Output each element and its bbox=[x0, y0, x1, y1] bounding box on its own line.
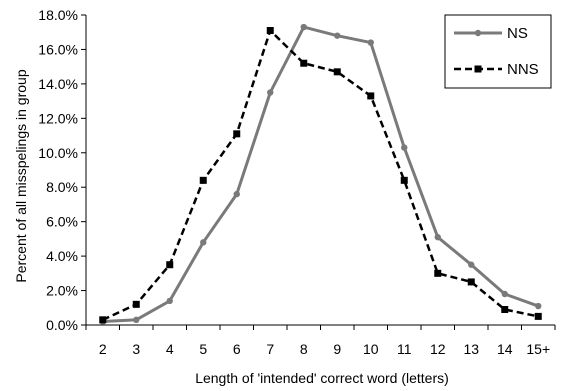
x-tick-label: 13 bbox=[463, 341, 479, 357]
data-point-ns bbox=[300, 23, 307, 31]
x-tick-label: 3 bbox=[132, 341, 140, 357]
legend-nns-label: NNS bbox=[507, 61, 539, 78]
data-point-nns bbox=[333, 68, 341, 76]
x-tick-label: 11 bbox=[397, 341, 412, 357]
data-point-nns bbox=[233, 130, 241, 138]
data-point-nns bbox=[467, 278, 475, 286]
y-tick-label: 8.0% bbox=[46, 179, 78, 195]
legend-box bbox=[444, 14, 552, 89]
y-tick-label: 18.0% bbox=[38, 7, 78, 23]
data-point-ns bbox=[334, 32, 341, 39]
x-tick-label: 15+ bbox=[526, 341, 550, 357]
data-point-nns bbox=[367, 92, 375, 100]
y-axis-title: Percent of all misspelings in group bbox=[13, 69, 29, 282]
x-tick-label: 8 bbox=[300, 341, 308, 357]
data-point-ns bbox=[233, 190, 240, 198]
data-point-nns bbox=[166, 261, 174, 269]
x-tick-label: 9 bbox=[333, 341, 341, 357]
data-point-ns bbox=[367, 39, 374, 46]
y-ticks: 0.0% 2.0% 4.0% 6.0% 8.0% 10.0% 12.0% 14.0% 16.0%… bbox=[38, 7, 86, 333]
y-tick-label: 16.0% bbox=[38, 41, 78, 57]
series-nns bbox=[99, 27, 542, 324]
data-point-ns bbox=[535, 302, 542, 310]
data-point-ns bbox=[468, 261, 475, 268]
y-tick-label: 10.0% bbox=[38, 145, 78, 161]
data-point-ns bbox=[166, 297, 173, 305]
x-tick-label: 14 bbox=[497, 341, 513, 357]
x-tick-label: 12 bbox=[430, 341, 446, 357]
data-point-nns bbox=[99, 316, 107, 324]
x-ticks: 2 3 4 5 6 7 8 9 10 11 12 13 14 15+ bbox=[85, 325, 556, 357]
x-tick-label: 2 bbox=[99, 341, 107, 357]
data-point-ns bbox=[267, 89, 274, 96]
legend: NS NNS bbox=[444, 14, 552, 89]
data-point-nns bbox=[199, 176, 207, 184]
y-tick-label: 6.0% bbox=[46, 214, 78, 230]
x-axis-title: Length of 'intended' correct word (lette… bbox=[195, 370, 449, 386]
legend-item-nns: NNS bbox=[454, 61, 539, 78]
y-tick-label: 12.0% bbox=[38, 110, 78, 126]
data-point-nns bbox=[501, 306, 509, 313]
x-tick-label: 5 bbox=[199, 341, 207, 357]
data-point-nns bbox=[534, 312, 542, 320]
x-tick-label: 4 bbox=[166, 341, 174, 357]
series-line-ns bbox=[102, 25, 539, 324]
data-point-nns bbox=[132, 300, 140, 308]
data-point-nns bbox=[266, 27, 274, 34]
data-point-ns bbox=[401, 144, 408, 151]
legend-item-ns: NS bbox=[454, 25, 528, 42]
data-point-ns bbox=[501, 290, 508, 298]
legend-ns-marker bbox=[474, 29, 482, 37]
data-point-ns bbox=[133, 316, 140, 324]
x-tick-label: 6 bbox=[233, 341, 241, 357]
y-tick-label: 4.0% bbox=[46, 248, 78, 264]
y-tick-label: 2.0% bbox=[46, 283, 78, 299]
legend-nns-marker bbox=[474, 65, 482, 73]
x-tick-label: 7 bbox=[266, 341, 274, 357]
data-point-nns bbox=[300, 59, 308, 67]
series-line-nns bbox=[102, 29, 539, 321]
data-point-nns bbox=[434, 269, 442, 277]
series-layer bbox=[99, 23, 542, 325]
y-tick-label: 14.0% bbox=[38, 76, 78, 92]
legend-ns-label: NS bbox=[507, 25, 528, 42]
data-point-nns bbox=[400, 176, 408, 184]
y-tick-label: 0.0% bbox=[46, 317, 78, 333]
data-point-ns bbox=[434, 233, 441, 241]
data-point-ns bbox=[200, 239, 207, 246]
x-tick-label: 10 bbox=[363, 341, 379, 357]
